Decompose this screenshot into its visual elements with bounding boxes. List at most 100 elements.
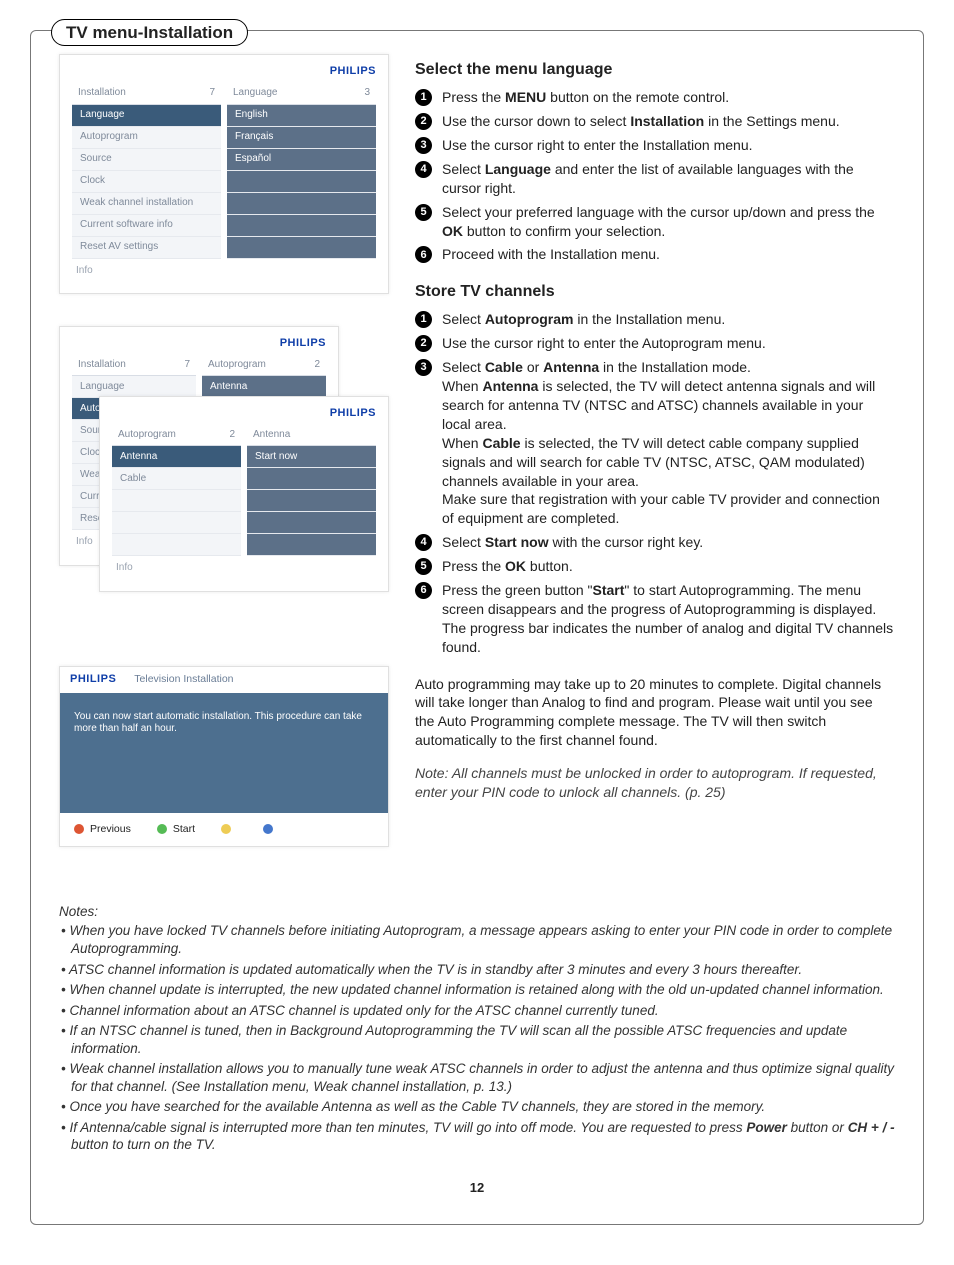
step-list: 1 Press the MENU button on the remote con… bbox=[415, 88, 895, 264]
step-text: Select Cable or Antenna in the Installat… bbox=[442, 358, 895, 528]
menu-item bbox=[247, 534, 376, 556]
menu-item: Français bbox=[227, 127, 376, 149]
step-item: 3 Select Cable or Antenna in the Installa… bbox=[415, 358, 895, 528]
step-number-icon: 1 bbox=[415, 89, 432, 106]
step-item: 4 Select Start now with the cursor right … bbox=[415, 533, 895, 552]
step-text: Select Start now with the cursor right k… bbox=[442, 533, 703, 552]
section-heading: Select the menu language bbox=[415, 60, 895, 80]
menu-item bbox=[112, 490, 241, 512]
yellow-button bbox=[221, 823, 237, 836]
step-number-icon: 2 bbox=[415, 113, 432, 130]
page-frame: TV menu-Installation PHILIPS Installatio… bbox=[30, 30, 924, 1225]
menu-item: Antenna bbox=[202, 376, 326, 398]
step-text: Use the cursor down to select Installati… bbox=[442, 112, 840, 131]
step-text: Press the MENU button on the remote cont… bbox=[442, 88, 729, 107]
tv-screenshot-language: PHILIPS Installation7 LanguageAutoprogra… bbox=[59, 54, 389, 294]
tab-title: TV menu-Installation bbox=[51, 19, 248, 46]
step-item: 2 Use the cursor right to enter the Autop… bbox=[415, 334, 895, 353]
step-text: Press the OK button. bbox=[442, 557, 573, 576]
install-title: Television Installation bbox=[116, 673, 382, 686]
notes-section: Notes: When you have locked TV channels … bbox=[59, 903, 895, 1154]
menu-item bbox=[227, 193, 376, 215]
note-item: If an NTSC channel is tuned, then in Bac… bbox=[59, 1022, 895, 1057]
menu-item bbox=[227, 215, 376, 237]
menu-title: Autoprogram bbox=[118, 429, 176, 442]
menu-item bbox=[247, 512, 376, 534]
step-number-icon: 5 bbox=[415, 204, 432, 221]
step-item: 4 Select Language and enter the list of a… bbox=[415, 160, 895, 198]
blue-button bbox=[263, 823, 279, 836]
note-item: When channel update is interrupted, the … bbox=[59, 981, 895, 999]
step-item: 6Press the green button "Start" to start… bbox=[415, 581, 895, 657]
step-number-icon: 4 bbox=[415, 161, 432, 178]
step-number-icon: 2 bbox=[415, 335, 432, 352]
step-number-icon: 3 bbox=[415, 359, 432, 376]
submenu-title: Language bbox=[233, 87, 278, 100]
start-button: Start bbox=[157, 823, 195, 836]
page-number: 12 bbox=[59, 1180, 895, 1196]
menu-item: Weak channel installation bbox=[72, 193, 221, 215]
note-item: ATSC channel information is updated auto… bbox=[59, 961, 895, 979]
note-item: Weak channel installation allows you to … bbox=[59, 1060, 895, 1095]
menu-title: Installation bbox=[78, 87, 126, 100]
step-number-icon: 5 bbox=[415, 558, 432, 575]
info-label: Info bbox=[112, 556, 376, 581]
menu-item: Reset AV settings bbox=[72, 237, 221, 259]
submenu-title: Autoprogram bbox=[208, 359, 266, 372]
menu-item: Español bbox=[227, 149, 376, 171]
step-item: 3 Use the cursor right to enter the Insta… bbox=[415, 136, 895, 155]
step-text: Press the green button "Start" to start … bbox=[442, 581, 895, 657]
step-text: Select Language and enter the list of av… bbox=[442, 160, 895, 198]
submenu-count: 3 bbox=[364, 87, 370, 100]
step-item: 1 Press the MENU button on the remote con… bbox=[415, 88, 895, 107]
note-item: Once you have searched for the available… bbox=[59, 1098, 895, 1116]
section-heading: Store TV channels bbox=[415, 282, 895, 302]
step-number-icon: 1 bbox=[415, 311, 432, 328]
step-item: 5 Select your preferred language with the… bbox=[415, 203, 895, 241]
menu-item bbox=[112, 512, 241, 534]
note-item: If Antenna/cable signal is interrupted m… bbox=[59, 1119, 895, 1154]
step-number-icon: 3 bbox=[415, 137, 432, 154]
step-text: Select Autoprogram in the Installation m… bbox=[442, 310, 725, 329]
menu-item: Start now bbox=[247, 446, 376, 468]
menu-item: Antenna bbox=[112, 446, 241, 468]
tv-screenshot-install-start: PHILIPS Television Installation You can … bbox=[59, 666, 389, 847]
menu-title: Installation bbox=[78, 359, 126, 372]
menu-item bbox=[247, 490, 376, 512]
step-number-icon: 4 bbox=[415, 534, 432, 551]
inline-note: Note: All channels must be unlocked in o… bbox=[415, 764, 895, 802]
menu-item: Autoprogram bbox=[72, 127, 221, 149]
step-item: 5 Press the OK button. bbox=[415, 557, 895, 576]
brand-logo: PHILIPS bbox=[112, 407, 376, 421]
menu-item: Language bbox=[72, 105, 221, 127]
tv-screenshot-autoprogram: PHILIPS Installation 7 Language Autoprogra… bbox=[59, 326, 389, 626]
menu-item bbox=[112, 534, 241, 556]
menu-item: English bbox=[227, 105, 376, 127]
brand-logo: PHILIPS bbox=[70, 673, 116, 687]
step-item: 6 Proceed with the Installation menu. bbox=[415, 245, 895, 264]
info-label: Info bbox=[72, 259, 376, 284]
post-text: Auto programming may take up to 20 minut… bbox=[415, 675, 895, 751]
instructions-column: Select the menu language 1 Press the MENU… bbox=[415, 54, 895, 879]
step-item: 2 Use the cursor down to select Installat… bbox=[415, 112, 895, 131]
step-number-icon: 6 bbox=[415, 246, 432, 263]
step-text: Select your preferred language with the … bbox=[442, 203, 895, 241]
step-text: Use the cursor right to enter the Autopr… bbox=[442, 334, 766, 353]
brand-logo: PHILIPS bbox=[72, 337, 326, 351]
menu-count: 2 bbox=[229, 429, 235, 442]
menu-item: Clock bbox=[72, 171, 221, 193]
menu-count: 7 bbox=[184, 359, 190, 372]
menu-item bbox=[247, 468, 376, 490]
note-item: When you have locked TV channels before … bbox=[59, 922, 895, 957]
color-button-row: Previous Start bbox=[60, 813, 388, 846]
brand-logo: PHILIPS bbox=[72, 65, 376, 79]
screenshots-column: PHILIPS Installation7 LanguageAutoprogra… bbox=[59, 54, 389, 879]
step-item: 1 Select Autoprogram in the Installation … bbox=[415, 310, 895, 329]
menu-item: Source bbox=[72, 149, 221, 171]
menu-count: 7 bbox=[209, 87, 215, 100]
install-message: You can now start automatic installation… bbox=[60, 693, 388, 813]
menu-item: Cable bbox=[112, 468, 241, 490]
step-text: Use the cursor right to enter the Instal… bbox=[442, 136, 753, 155]
menu-item: Language bbox=[72, 376, 196, 398]
step-text: Proceed with the Installation menu. bbox=[442, 245, 660, 264]
